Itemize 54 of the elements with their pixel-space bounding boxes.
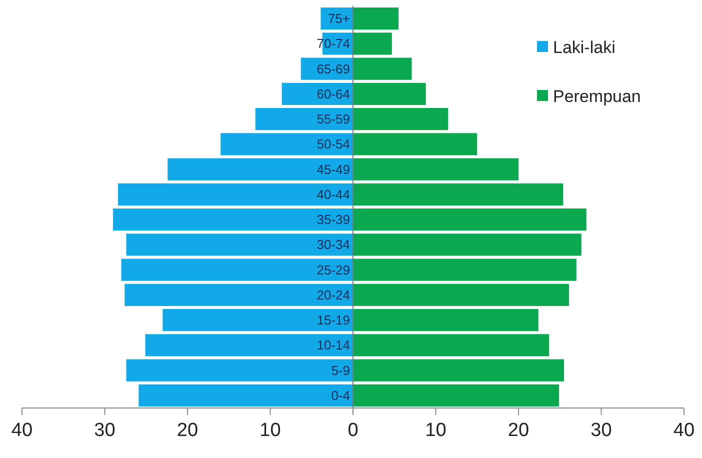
x-tick-label: 20 bbox=[176, 420, 198, 441]
y-tick-label: 20-24 bbox=[316, 287, 350, 302]
y-tick-label: 75+ bbox=[328, 11, 350, 26]
bar bbox=[220, 133, 353, 156]
bar bbox=[353, 208, 586, 231]
x-tick-label: 10 bbox=[425, 420, 446, 441]
bar bbox=[353, 158, 518, 180]
y-tick-label: 0-4 bbox=[331, 388, 350, 403]
bar bbox=[126, 359, 353, 382]
y-tick-label: 15-19 bbox=[316, 312, 350, 328]
bar bbox=[353, 258, 576, 281]
legend-label: Laki-laki bbox=[553, 38, 616, 57]
bar bbox=[168, 158, 353, 180]
bar bbox=[353, 384, 560, 406]
y-tick-label: 30-34 bbox=[316, 237, 350, 252]
bar bbox=[145, 334, 353, 356]
bar bbox=[138, 384, 353, 406]
bar bbox=[162, 309, 353, 332]
bar bbox=[353, 284, 569, 306]
bar bbox=[121, 258, 353, 281]
bar bbox=[113, 208, 353, 231]
y-tick-label: 40-44 bbox=[316, 186, 350, 202]
bar bbox=[353, 234, 582, 256]
x-tick-label: 40 bbox=[11, 420, 33, 441]
bar bbox=[353, 133, 478, 156]
x-tick-label: 0 bbox=[348, 420, 358, 441]
y-tick-label: 25-29 bbox=[316, 262, 350, 278]
bar bbox=[353, 82, 426, 105]
y-tick-label: 35-39 bbox=[316, 212, 350, 228]
y-tick-label: 10-14 bbox=[316, 338, 350, 353]
y-tick-label: 55-59 bbox=[316, 112, 350, 127]
bar bbox=[353, 58, 412, 80]
legend-label: Perempuan bbox=[553, 86, 641, 106]
x-tick-label: 10 bbox=[260, 420, 281, 441]
x-tick-label: 20 bbox=[508, 420, 530, 441]
bar bbox=[124, 284, 353, 306]
bar bbox=[353, 183, 564, 206]
bar bbox=[126, 234, 353, 256]
x-tick-label: 40 bbox=[673, 420, 695, 441]
x-tick-label: 30 bbox=[590, 420, 612, 441]
bar bbox=[353, 359, 564, 382]
y-tick-label: 5-9 bbox=[331, 362, 350, 378]
bar bbox=[255, 108, 353, 130]
y-tick-label: 45-49 bbox=[316, 162, 350, 177]
x-tick-label: 30 bbox=[94, 420, 116, 441]
y-tick-label: 60-64 bbox=[316, 86, 350, 102]
bar bbox=[353, 8, 399, 30]
y-tick-label: 65-69 bbox=[316, 61, 350, 76]
bar bbox=[353, 108, 448, 130]
bar bbox=[353, 309, 538, 332]
bar bbox=[353, 334, 550, 356]
y-tick-label: 50-54 bbox=[316, 136, 350, 152]
bar bbox=[353, 32, 392, 55]
bar bbox=[118, 183, 353, 206]
